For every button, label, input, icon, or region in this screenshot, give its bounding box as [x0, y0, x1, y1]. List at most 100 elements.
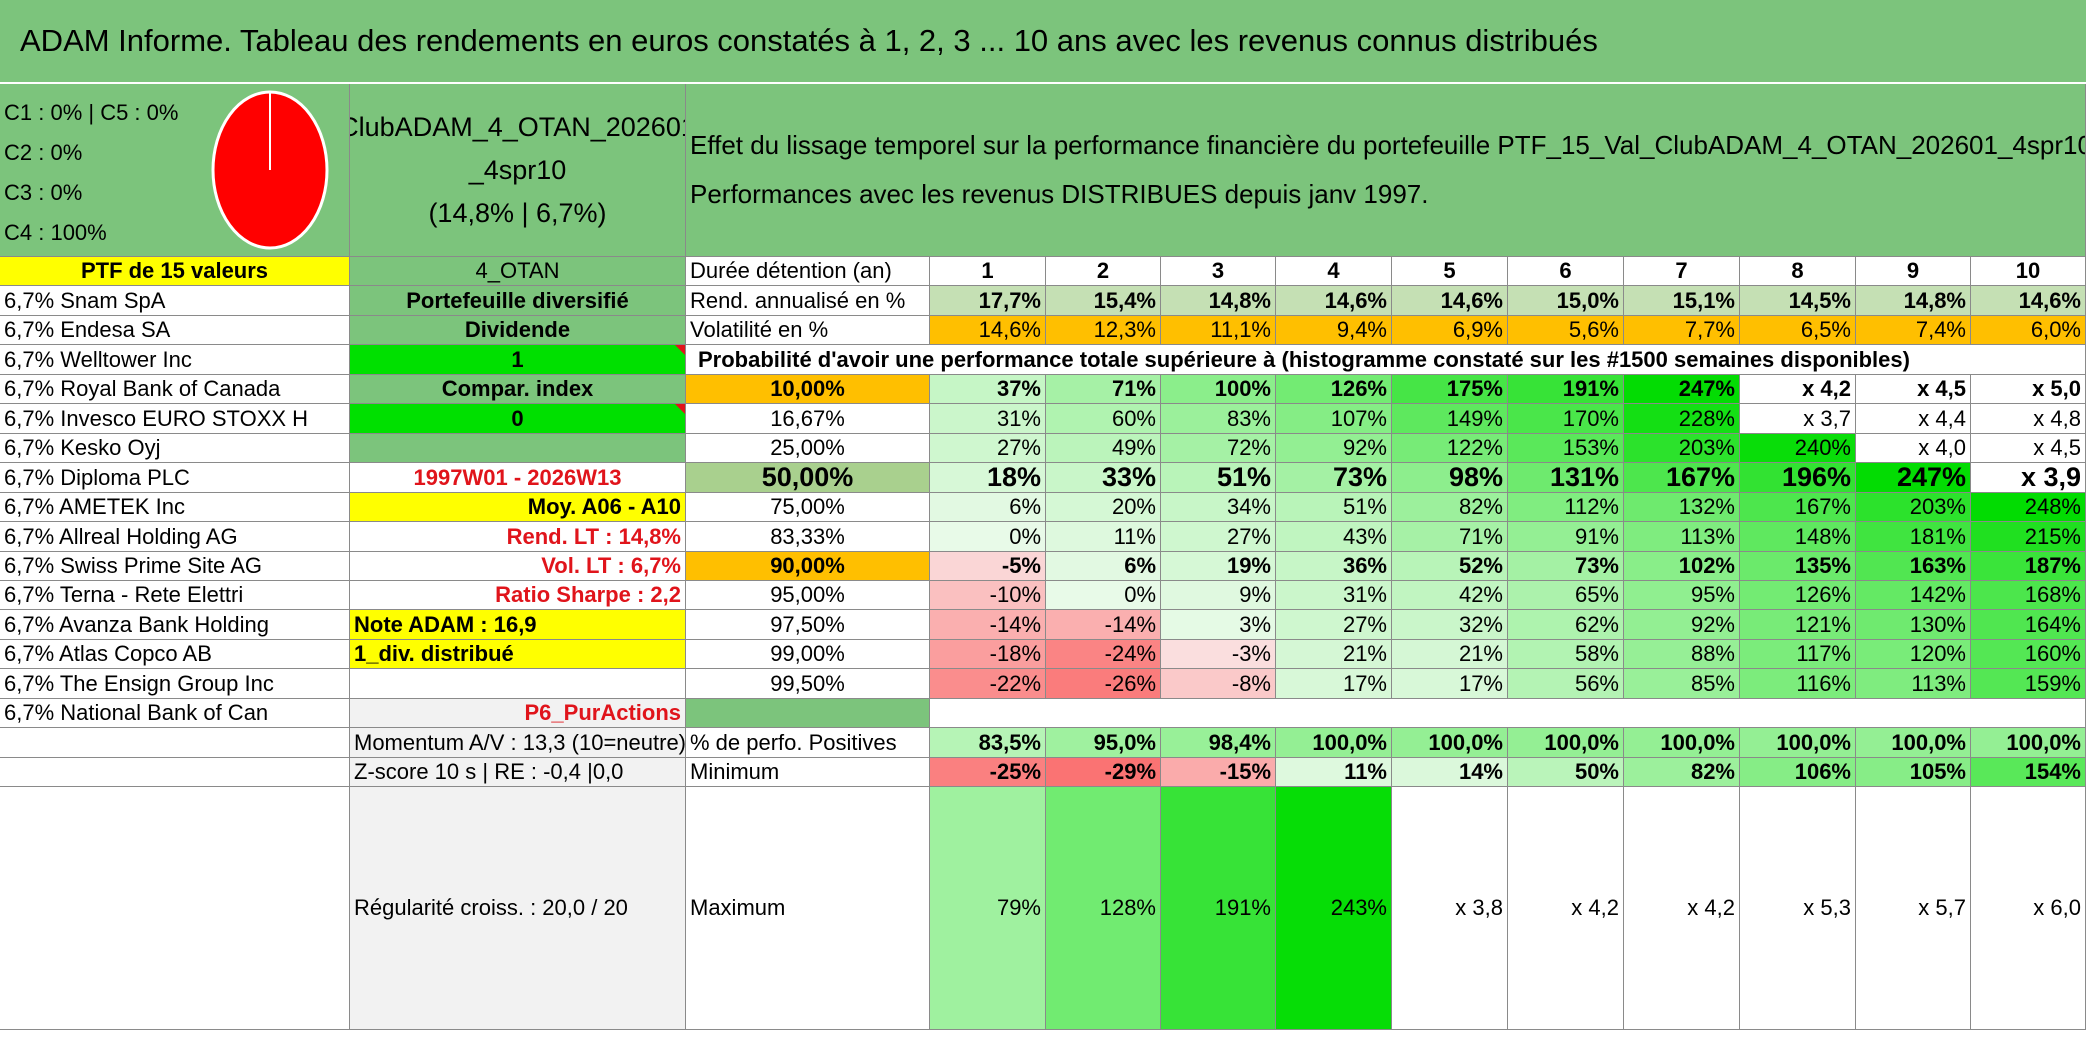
- prob-cell[interactable]: 121%: [1740, 610, 1856, 640]
- prob-cell[interactable]: 82%: [1392, 493, 1508, 522]
- holding-cell[interactable]: 6,7% Atlas Copco AB: [0, 640, 350, 669]
- portfolio-code[interactable]: 4_OTAN: [350, 257, 686, 286]
- prob-cell[interactable]: -8%: [1161, 669, 1276, 699]
- prob-threshold[interactable]: 83,33%: [686, 522, 930, 552]
- info-cell[interactable]: Rend. LT : 14,8%: [350, 522, 686, 552]
- summary-cell[interactable]: 83,5%: [930, 728, 1046, 758]
- prob-threshold[interactable]: 16,67%: [686, 404, 930, 434]
- prob-cell[interactable]: 0%: [930, 522, 1046, 552]
- prob-cell[interactable]: 98%: [1392, 463, 1508, 493]
- prob-cell[interactable]: 228%: [1624, 404, 1740, 434]
- prob-threshold[interactable]: 90,00%: [686, 552, 930, 581]
- prob-cell[interactable]: 148%: [1740, 522, 1856, 552]
- info-cell[interactable]: Régularité croiss. : 20,0 / 20: [350, 787, 686, 1030]
- summary-cell[interactable]: x 3,8: [1392, 787, 1508, 1030]
- prob-cell[interactable]: 31%: [930, 404, 1046, 434]
- year-header[interactable]: 4: [1276, 257, 1392, 286]
- prob-cell[interactable]: 153%: [1508, 434, 1624, 463]
- prob-cell[interactable]: 3%: [1161, 610, 1276, 640]
- prob-cell[interactable]: 11%: [1046, 522, 1161, 552]
- prob-cell[interactable]: 27%: [1276, 610, 1392, 640]
- prob-threshold[interactable]: 25,00%: [686, 434, 930, 463]
- prob-cell[interactable]: x 4,8: [1971, 404, 2086, 434]
- rend-cell[interactable]: 14,6%: [1392, 286, 1508, 316]
- info-cell[interactable]: Vol. LT : 6,7%: [350, 552, 686, 581]
- prob-cell[interactable]: 95%: [1624, 581, 1740, 610]
- prob-cell[interactable]: 43%: [1276, 522, 1392, 552]
- info-cell[interactable]: [350, 669, 686, 699]
- prob-cell[interactable]: 187%: [1971, 552, 2086, 581]
- info-cell[interactable]: Compar. index: [350, 375, 686, 404]
- portfolio-name-cell[interactable]: ClubADAM_4_OTAN_202601 _4spr10 (14,8% | 6,…: [350, 84, 686, 257]
- info-cell[interactable]: Dividende: [350, 316, 686, 345]
- summary-cell[interactable]: 128%: [1046, 787, 1161, 1030]
- summary-cell[interactable]: 100,0%: [1276, 728, 1392, 758]
- prob-cell[interactable]: 85%: [1624, 669, 1740, 699]
- prob-cell[interactable]: 36%: [1276, 552, 1392, 581]
- prob-cell[interactable]: 122%: [1392, 434, 1508, 463]
- summary-cell[interactable]: x 4,2: [1624, 787, 1740, 1030]
- rend-cell[interactable]: 14,5%: [1740, 286, 1856, 316]
- prob-cell[interactable]: 60%: [1046, 404, 1161, 434]
- prob-cell[interactable]: 19%: [1161, 552, 1276, 581]
- prob-cell[interactable]: -10%: [930, 581, 1046, 610]
- summary-cell[interactable]: 100,0%: [1971, 728, 2086, 758]
- vol-cell[interactable]: 14,6%: [930, 316, 1046, 345]
- summary-label[interactable]: Maximum: [686, 787, 930, 1030]
- prob-cell[interactable]: 131%: [1508, 463, 1624, 493]
- prob-cell[interactable]: -26%: [1046, 669, 1161, 699]
- prob-cell[interactable]: 21%: [1276, 640, 1392, 669]
- rend-cell[interactable]: 14,8%: [1856, 286, 1971, 316]
- summary-label[interactable]: % de perfo. Positives: [686, 728, 930, 758]
- prob-cell[interactable]: 117%: [1740, 640, 1856, 669]
- prob-cell[interactable]: x 4,2: [1740, 375, 1856, 404]
- blank-cell[interactable]: [930, 699, 2086, 728]
- summary-cell[interactable]: 95,0%: [1046, 728, 1161, 758]
- blank-cell[interactable]: [0, 758, 350, 787]
- vol-cell[interactable]: 5,6%: [1508, 316, 1624, 345]
- holding-cell[interactable]: 6,7% Snam SpA: [0, 286, 350, 316]
- prob-cell[interactable]: x 3,7: [1740, 404, 1856, 434]
- prob-cell[interactable]: 65%: [1508, 581, 1624, 610]
- summary-cell[interactable]: 100,0%: [1740, 728, 1856, 758]
- prob-cell[interactable]: 37%: [930, 375, 1046, 404]
- holding-cell[interactable]: 6,7% Swiss Prime Site AG: [0, 552, 350, 581]
- prob-cell[interactable]: 100%: [1161, 375, 1276, 404]
- prob-cell[interactable]: 49%: [1046, 434, 1161, 463]
- summary-cell[interactable]: 100,0%: [1856, 728, 1971, 758]
- prob-cell[interactable]: x 4,5: [1856, 375, 1971, 404]
- prob-cell[interactable]: 130%: [1856, 610, 1971, 640]
- prob-cell[interactable]: 17%: [1276, 669, 1392, 699]
- prob-cell[interactable]: 31%: [1276, 581, 1392, 610]
- prob-cell[interactable]: x 3,9: [1971, 463, 2086, 493]
- prob-cell[interactable]: 240%: [1740, 434, 1856, 463]
- summary-cell[interactable]: 14%: [1392, 758, 1508, 787]
- year-header[interactable]: 7: [1624, 257, 1740, 286]
- year-header[interactable]: 3: [1161, 257, 1276, 286]
- year-header[interactable]: 2: [1046, 257, 1161, 286]
- prob-cell[interactable]: -22%: [930, 669, 1046, 699]
- holding-cell[interactable]: 6,7% National Bank of Can: [0, 699, 350, 728]
- summary-cell[interactable]: 82%: [1624, 758, 1740, 787]
- rend-cell[interactable]: 14,6%: [1276, 286, 1392, 316]
- prob-cell[interactable]: 113%: [1624, 522, 1740, 552]
- prob-cell[interactable]: -24%: [1046, 640, 1161, 669]
- rend-cell[interactable]: 15,4%: [1046, 286, 1161, 316]
- year-header[interactable]: 6: [1508, 257, 1624, 286]
- prob-cell[interactable]: 164%: [1971, 610, 2086, 640]
- prob-threshold[interactable]: 95,00%: [686, 581, 930, 610]
- info-cell[interactable]: 1: [350, 345, 686, 375]
- prob-cell[interactable]: 32%: [1392, 610, 1508, 640]
- year-header[interactable]: 8: [1740, 257, 1856, 286]
- prob-cell[interactable]: 149%: [1392, 404, 1508, 434]
- summary-cell[interactable]: 191%: [1161, 787, 1276, 1030]
- prob-cell[interactable]: 91%: [1508, 522, 1624, 552]
- prob-cell[interactable]: 113%: [1856, 669, 1971, 699]
- summary-cell[interactable]: x 6,0: [1971, 787, 2086, 1030]
- info-cell[interactable]: Note ADAM : 16,9: [350, 610, 686, 640]
- prob-cell[interactable]: x 5,0: [1971, 375, 2086, 404]
- prob-cell[interactable]: 168%: [1971, 581, 2086, 610]
- prob-cell[interactable]: 159%: [1971, 669, 2086, 699]
- year-header[interactable]: 1: [930, 257, 1046, 286]
- info-cell[interactable]: [350, 434, 686, 463]
